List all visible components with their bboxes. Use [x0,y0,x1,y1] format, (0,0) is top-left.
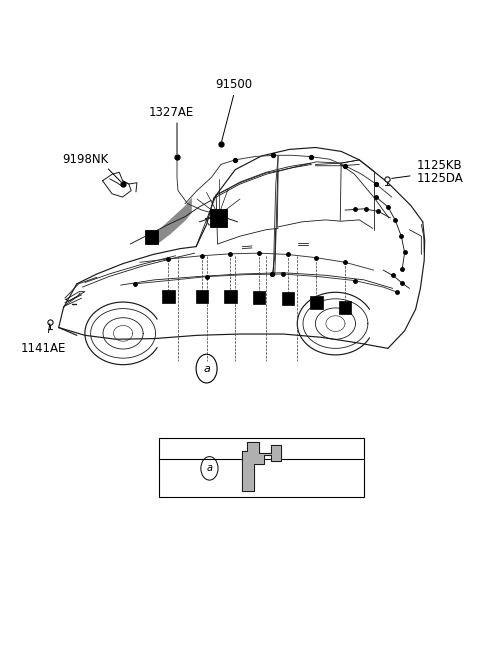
Bar [210,209,227,227]
Text: a: a [206,463,213,474]
Bar [281,292,294,305]
Text: 1141AE: 1141AE [21,342,66,355]
Text: 1125DA: 1125DA [417,172,463,185]
Bar [196,290,208,303]
Text: 91590S: 91590S [263,462,308,475]
Bar [224,290,237,303]
Text: a: a [203,364,210,373]
Bar [310,296,323,309]
Polygon shape [242,441,281,491]
Bar [339,301,351,314]
Bar [145,230,158,244]
Text: 1327AE: 1327AE [148,106,193,119]
Text: 1125KB: 1125KB [417,159,462,172]
Text: 9198NK: 9198NK [62,153,108,166]
Bar [162,290,175,303]
Bar [253,291,265,304]
Text: 91500: 91500 [216,79,253,92]
Bar [159,438,364,497]
